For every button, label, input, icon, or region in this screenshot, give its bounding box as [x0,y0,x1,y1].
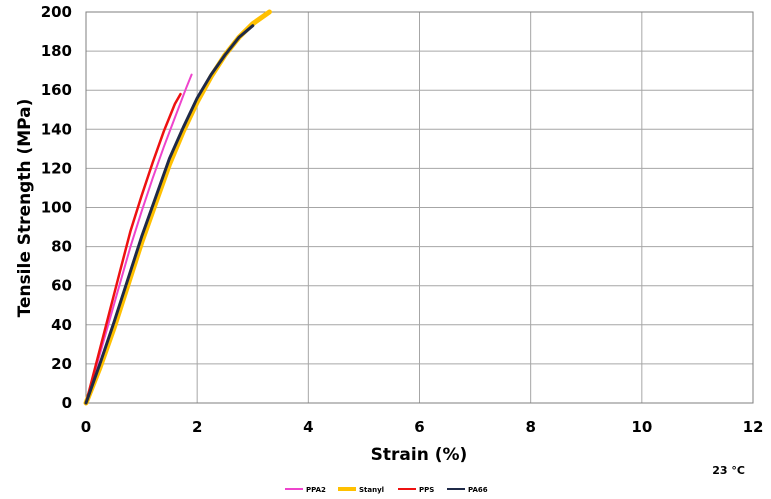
x-tick-label: 8 [525,418,535,436]
y-tick-label: 60 [51,277,72,295]
series-line-ppa2 [85,73,193,404]
legend-label: PPA2 [306,486,326,494]
series-lines [83,9,272,406]
y-tick-label: 160 [41,81,72,99]
series-line-pa66 [84,24,255,405]
legend-label: PA66 [468,486,488,494]
y-tick-label: 120 [41,159,72,177]
x-tick-label: 2 [192,418,202,436]
tick-labels: 0 20 40 60 80 100 120 140 160 180 200 0 2 4 6 8 10 12 [41,3,764,436]
legend: PPA2 Stanyl PPS PA66 [285,486,488,494]
x-tick-label: 12 [743,418,764,436]
x-axis-label: Strain (%) [371,445,468,465]
legend-label: PPS [419,486,434,494]
grid [85,11,754,404]
x-tick-label: 4 [303,418,313,436]
x-tick-label: 10 [631,418,652,436]
temperature-annotation: 23 °C [712,464,745,477]
y-axis-label: Tensile Strength (MPa) [15,99,35,318]
y-tick-label: 140 [41,120,72,138]
x-tick-label: 6 [414,418,424,436]
y-tick-label: 20 [51,355,72,373]
plot-border [85,11,754,404]
y-tick-label: 100 [41,199,72,217]
y-tick-label: 180 [41,42,72,60]
y-tick-label: 200 [41,3,72,21]
y-tick-label: 80 [51,238,72,256]
legend-label: Stanyl [359,486,384,494]
y-tick-label: 40 [51,316,72,334]
series-line-pps [84,92,182,405]
y-tick-label: 0 [62,394,72,412]
x-tick-label: 0 [81,418,91,436]
